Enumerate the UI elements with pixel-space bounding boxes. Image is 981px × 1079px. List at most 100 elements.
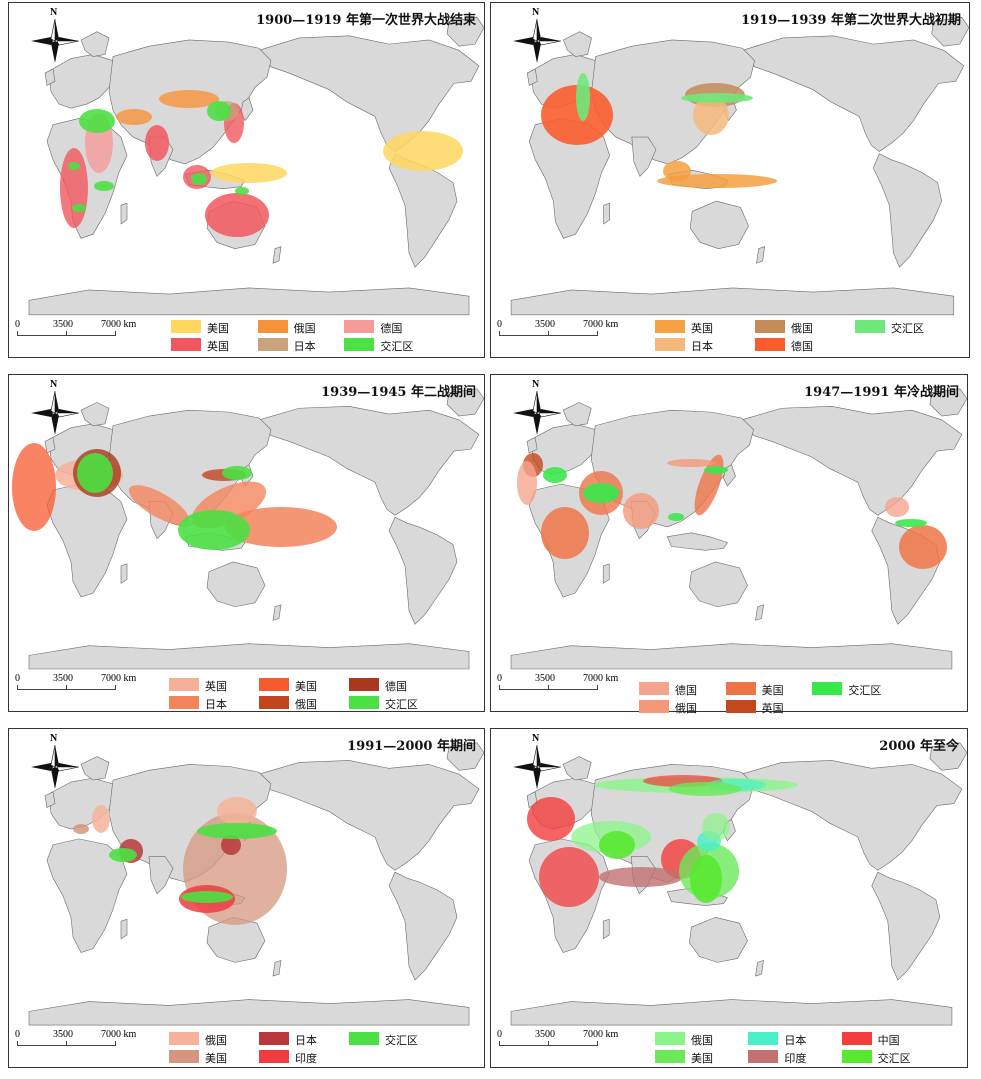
scale-label-max: 7000 km (583, 673, 619, 684)
influence-areas (527, 775, 798, 907)
area-usa-americas (383, 131, 463, 171)
legend-label: 美国 (761, 684, 784, 697)
scale-label-zero: 0 (15, 1029, 20, 1040)
scale-tick (597, 685, 598, 690)
legend-swatch (169, 696, 199, 709)
influence-areas (60, 90, 463, 237)
landmass (206, 561, 266, 608)
legend-swatch (639, 682, 669, 695)
landmass (689, 916, 748, 963)
landmass (272, 246, 282, 264)
map-panel-1919-1939: N 1919—1939 年第二次世界大战初期 0 3500 7000 km 英国 俄国… (490, 2, 970, 358)
compass-icon (31, 745, 79, 789)
compass-icon (31, 391, 79, 435)
legend-label: 德国 (385, 680, 407, 693)
area-russia-europe (92, 805, 110, 833)
area-russia-asia (667, 459, 715, 467)
legend-swatch (257, 320, 288, 333)
legend-swatch (812, 682, 843, 695)
legend-label: 日本 (784, 1034, 807, 1047)
scale-bar: 0 3500 7000 km (497, 1029, 618, 1055)
scale-label-zero: 0 (15, 319, 20, 330)
area-overlap-europe (543, 467, 567, 483)
landmass (46, 483, 128, 598)
area-usa-southamerica (899, 525, 947, 569)
area-britain-mideast (128, 485, 190, 525)
scale-bar: 0 3500 7000 km (497, 319, 618, 345)
legend-swatch (259, 1050, 289, 1063)
north-arrow: N (31, 7, 79, 63)
landmass (562, 756, 592, 781)
landmass (272, 604, 282, 621)
north-label: N (50, 7, 58, 18)
map-panel-1900-1919: N 1900—1919 年第一次世界大战结束 0 3500 7000 km 美国 俄国… (8, 2, 485, 358)
landmass (44, 791, 56, 808)
scale-label-mid: 3500 (53, 319, 73, 330)
scale-tick (115, 331, 116, 336)
world-map (12, 388, 484, 670)
area-britain-india (145, 125, 169, 161)
landmass (120, 202, 128, 225)
scale-tick (17, 685, 18, 690)
area-usa-africa (541, 507, 589, 559)
legend-label: 英国 (761, 702, 784, 715)
legend-swatch (349, 696, 379, 709)
area-overlap-seasia (668, 513, 684, 521)
landmass (258, 760, 480, 871)
map-panel-2000-present: N 2000 年至今 0 3500 7000 km 俄国 日本 中国 美国 印度 交汇区 (490, 728, 968, 1068)
landmass (603, 202, 611, 225)
landmass (755, 604, 764, 621)
scale-bar: 0 3500 7000 km (15, 319, 136, 345)
scale-label-mid: 3500 (53, 673, 73, 684)
legend-swatch (748, 1032, 779, 1045)
north-label: N (532, 733, 540, 744)
north-arrow: N (31, 379, 79, 435)
legend-label: 交汇区 (380, 340, 414, 353)
landmass (44, 68, 56, 86)
scale-label-mid: 3500 (535, 1029, 555, 1040)
legend-label: 德国 (675, 684, 697, 697)
influence-areas (12, 443, 337, 550)
scale-tick (66, 331, 67, 336)
area-china-europe (527, 797, 575, 841)
compass-icon (31, 19, 79, 63)
north-arrow: N (513, 379, 561, 435)
legend: 美国 俄国 德国 英国 日本 交汇区 (171, 319, 431, 357)
legend-label: 日本 (295, 1034, 317, 1047)
panel-title: 2000 年至今 (879, 739, 959, 754)
legend-swatch (655, 1032, 685, 1045)
scale-label-zero: 0 (497, 319, 502, 330)
scale-tick (66, 685, 67, 690)
area-usa-pacific (211, 163, 287, 183)
north-arrow: N (31, 733, 79, 789)
landmass (446, 16, 484, 47)
area-japan-china (221, 835, 241, 855)
landmass (44, 436, 56, 454)
north-label: N (50, 733, 58, 744)
landmass (148, 856, 174, 895)
legend-label: 俄国 (205, 1034, 227, 1047)
landmass (562, 402, 592, 427)
area-russia-eastasia (702, 813, 730, 841)
area-india-ocean (599, 867, 683, 887)
legend: 德国 美国 交汇区 俄国 英国 (639, 681, 899, 715)
area-russia-asia (159, 90, 219, 108)
north-label: N (532, 7, 540, 18)
landmass (563, 31, 592, 57)
area-overlap-asia (197, 823, 277, 839)
panel-title: 1900—1919 年第一次世界大战结束 (256, 13, 476, 28)
landmass (631, 136, 657, 177)
legend-swatch (259, 678, 289, 691)
scale-label-zero: 0 (497, 1029, 502, 1040)
area-overlap-westafrica (68, 162, 80, 170)
legend: 英国 俄国 交汇区 日本 德国 (655, 319, 955, 357)
legend-label: 美国 (691, 1052, 713, 1065)
scale-tick (548, 331, 549, 336)
legend-label: 俄国 (293, 322, 316, 335)
landmass (446, 388, 484, 417)
landmass (446, 742, 484, 771)
landmass (80, 402, 110, 427)
landmass (80, 31, 110, 57)
panel-title: 1947—1991 年冷战期间 (804, 385, 959, 400)
scale-label-mid: 3500 (53, 1029, 73, 1040)
